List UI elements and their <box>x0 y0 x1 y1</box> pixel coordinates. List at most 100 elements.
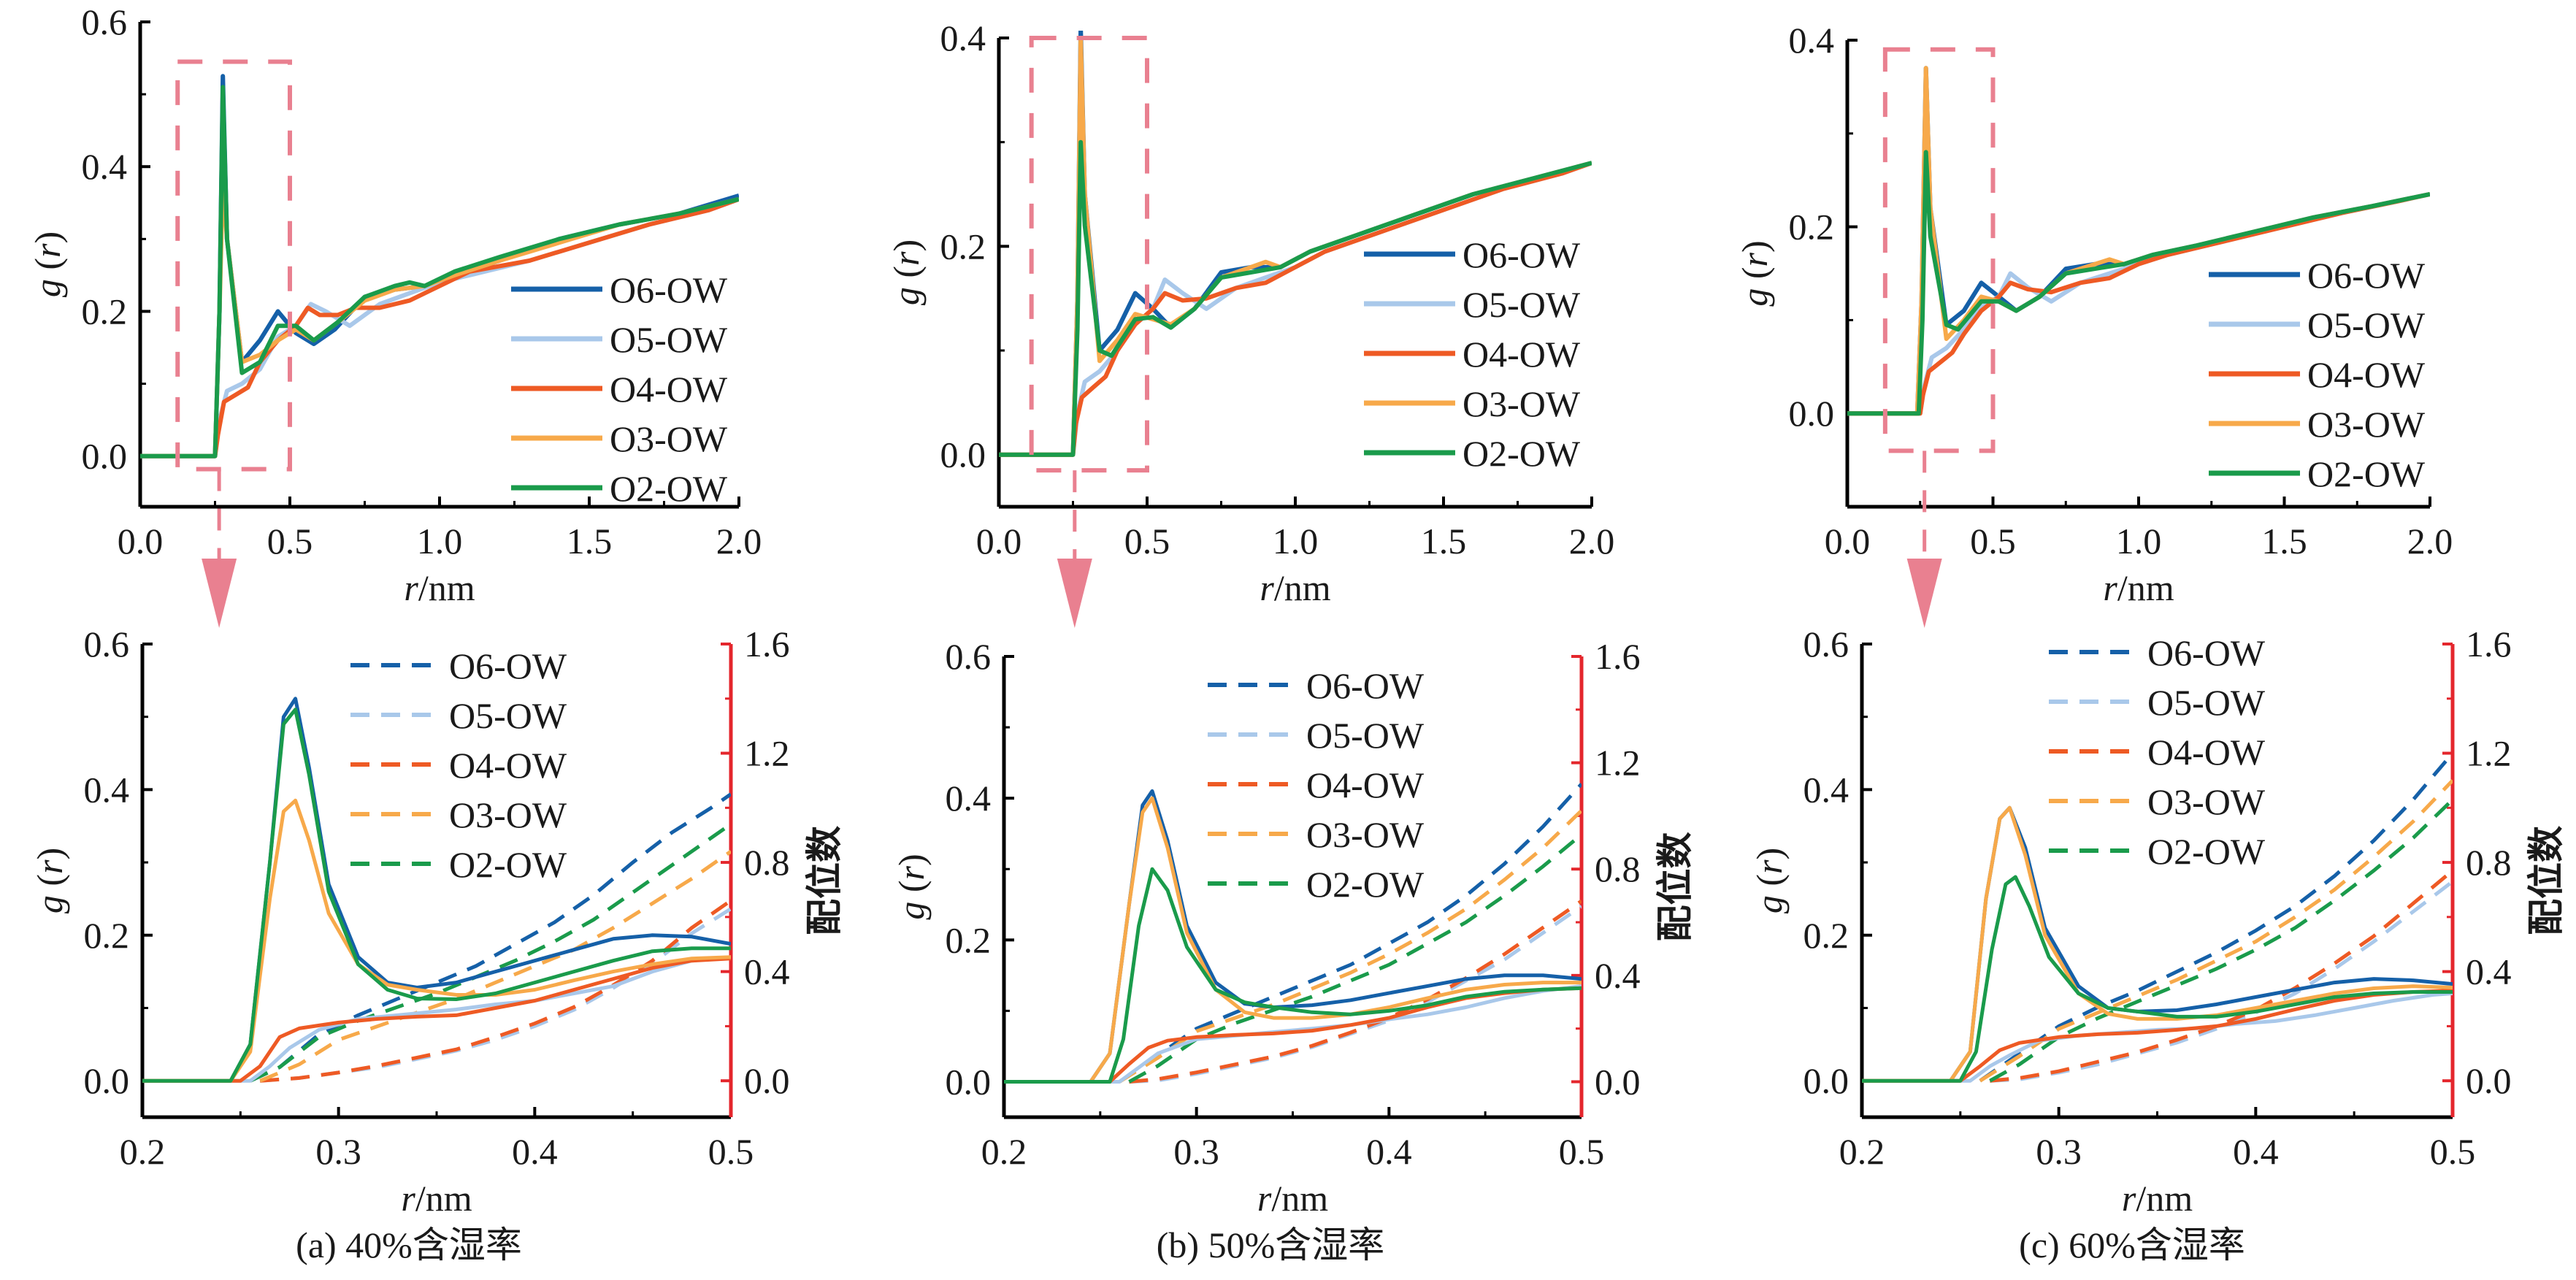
y2-tick-label: 0.0 <box>744 1060 790 1101</box>
x-tick-label: 1.5 <box>567 521 613 562</box>
x-tick-label: 2.0 <box>716 521 762 562</box>
series-line-o5-ow <box>1004 984 1582 1084</box>
y-tick-label: 0.6 <box>84 624 130 664</box>
series-line-o4-ow <box>142 957 731 1083</box>
cn-line-o6-ow <box>1979 751 2453 1083</box>
y-tick-label: 0.4 <box>1789 20 1835 61</box>
captions: (a) 40%含湿率 (b) 50%含湿率 (c) 60%含湿率 <box>296 1225 2245 1265</box>
y-tick-label: 0.4 <box>1803 769 1849 810</box>
x-axis-title: r/nm <box>1257 1178 1328 1219</box>
x-axis-title: r/nm <box>2122 1178 2193 1219</box>
series-line-o2-ow <box>140 85 739 459</box>
x-tick-label: 0.0 <box>1825 521 1871 562</box>
x-tick-label: 0.5 <box>1970 521 2016 562</box>
series-line-o2-ow <box>1847 150 2430 416</box>
plot-area <box>1847 66 2430 416</box>
legend-label: O6-OW <box>1306 665 1425 706</box>
y2-tick-label: 1.2 <box>1595 743 1641 783</box>
legend-label: O3-OW <box>2307 404 2426 445</box>
series-line-o3-ow <box>1862 805 2453 1083</box>
series-line-o3-ow <box>142 798 731 1083</box>
y2-tick-label: 1.2 <box>744 733 790 774</box>
plot-area <box>140 74 739 459</box>
y-tick-label: 0.0 <box>1789 393 1835 434</box>
caption-c: (c) 60%含湿率 <box>2019 1225 2245 1265</box>
x-tick-label: 0.2 <box>981 1131 1027 1172</box>
series-line-o4-ow <box>1847 191 2430 416</box>
y-tick-label: 0.2 <box>1789 207 1835 248</box>
legend-label: O2-OW <box>610 468 728 509</box>
x-tick-label: 1.0 <box>1273 521 1319 562</box>
y-tick-label: 0.6 <box>1803 624 1849 664</box>
legend-label: O2-OW <box>2147 831 2266 872</box>
series-line-o2-ow <box>1004 867 1582 1084</box>
panel-b-top: 0.0 0.5 1.0 1.5 2.0 0.0 0.2 0.4 r/nm g (r) O6-OW O5… <box>886 18 1614 628</box>
y-tick-label: 0.4 <box>82 146 128 187</box>
series-line-o5-ow <box>1862 992 2453 1083</box>
x-tick-label: 0.4 <box>512 1131 558 1172</box>
x-tick-label: 0.2 <box>120 1131 166 1172</box>
plot-area <box>142 697 731 1083</box>
y2-tick-label: 0.8 <box>2466 842 2512 883</box>
series-line-o6-ow <box>142 697 731 1083</box>
legend-label: O4-OW <box>1463 334 1581 375</box>
y-tick-label: 0.2 <box>946 919 992 960</box>
cn-line-o4-ow <box>1990 869 2453 1083</box>
zoom-region-box <box>175 59 292 472</box>
x-tick-label: 0.4 <box>1366 1131 1412 1172</box>
x-tick-label: 0.5 <box>2430 1131 2476 1172</box>
y-tick-label: 0.2 <box>1803 915 1849 956</box>
legend-label: O3-OW <box>1463 383 1581 424</box>
x-tick-label: 2.0 <box>1569 521 1615 562</box>
legend: O6-OW O5-OW O4-OW O3-OW O2-OW <box>1364 234 1581 474</box>
panel-c-bottom: 0.2 0.3 0.4 0.5 0.0 0.2 0.4 0.6 r/nm g (r) 0.0 0.4 0… <box>1749 624 2567 1219</box>
y-tick-label: 0.0 <box>82 436 128 477</box>
legend-label: O5-OW <box>2307 304 2426 345</box>
cn-line-o3-ow <box>259 850 731 1083</box>
y2-tick-label: 0.4 <box>744 951 790 992</box>
y-tick-label: 0.6 <box>82 1 128 42</box>
y-axis-title: g (r) <box>886 239 927 305</box>
legend-label: O2-OW <box>2307 453 2426 494</box>
legend-label: O5-OW <box>1463 284 1581 325</box>
series-line-o6-ow <box>1004 789 1582 1084</box>
legend-label: O4-OW <box>449 745 567 786</box>
legend-label: O2-OW <box>1306 864 1425 905</box>
legend-label: O3-OW <box>610 418 728 459</box>
x-tick-label: 2.0 <box>2407 521 2453 562</box>
caption-a: (a) 40%含湿率 <box>296 1225 522 1265</box>
x-tick-label: 0.3 <box>1173 1131 1219 1172</box>
x-tick-label: 0.5 <box>267 521 313 562</box>
cn-line-o4-ow <box>260 899 731 1083</box>
y2-axis-title: 配位数 <box>2525 826 2567 935</box>
x-tick-label: 1.0 <box>2116 521 2162 562</box>
y-tick-label: 0.4 <box>84 769 130 810</box>
panel-c-top: 0.0 0.5 1.0 1.5 2.0 0.0 0.2 0.4 r/nm g (r) O6-OW O5… <box>1734 20 2453 628</box>
series-line-o3-ow <box>1004 796 1582 1084</box>
legend-label: O3-OW <box>2147 781 2266 822</box>
legend-label: O6-OW <box>2147 632 2266 673</box>
y-tick-label: 0.0 <box>84 1060 130 1101</box>
y-axis-title: g (r) <box>1734 240 1775 306</box>
panel-b-bottom: 0.2 0.3 0.4 0.5 0.0 0.2 0.4 0.6 r/nm g (r) 0.0 0.4 0… <box>891 636 1696 1219</box>
y2-tick-label: 0.8 <box>1595 848 1641 889</box>
y-tick-label: 0.2 <box>940 226 986 267</box>
legend-label: O2-OW <box>1463 433 1581 474</box>
x-tick-label: 1.5 <box>2261 521 2307 562</box>
legend: O6-OW O5-OW O4-OW O3-OW O2-OW <box>511 269 728 509</box>
x-tick-label: 1.5 <box>1421 521 1467 562</box>
zoom-arrow-icon <box>202 559 237 628</box>
panel-a-bottom: 0.2 0.3 0.4 0.5 0.0 0.2 0.4 0.6 r/nm g (r) 0.0 0.4 0… <box>29 624 846 1219</box>
legend-label: O5-OW <box>610 319 728 360</box>
legend-label: O4-OW <box>2147 732 2266 773</box>
legend-label: O5-OW <box>449 695 567 736</box>
legend-label: O5-OW <box>1306 715 1425 756</box>
y-tick-label: 0.4 <box>946 778 992 819</box>
y2-tick-label: 0.0 <box>1595 1061 1641 1102</box>
legend-label: O4-OW <box>2307 354 2426 395</box>
legend-label: O2-OW <box>449 844 567 885</box>
legend-label: O6-OW <box>449 645 567 686</box>
series-line-o2-ow <box>999 139 1592 457</box>
legend: O6-OW O5-OW O4-OW O3-OW O2-OW <box>1208 665 1425 905</box>
y2-tick-label: 1.6 <box>1595 636 1641 677</box>
